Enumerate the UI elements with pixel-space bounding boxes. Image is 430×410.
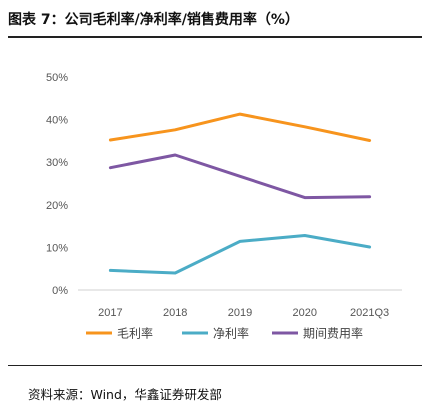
y-tick-label: 0% — [52, 285, 68, 297]
source-divider — [8, 365, 422, 366]
y-tick-label: 10% — [46, 242, 68, 254]
series-line-1 — [108, 112, 372, 142]
series-line-2 — [108, 234, 372, 275]
series-line-3 — [108, 153, 372, 200]
x-tick-label: 2017 — [98, 307, 122, 319]
y-tick-label: 30% — [46, 157, 68, 169]
x-tick-label: 2019 — [228, 307, 252, 319]
y-tick-label: 50% — [46, 72, 68, 84]
legend-label-2: 净利率 — [213, 326, 249, 341]
source-note: 资料来源：Wind，华鑫证券研发部 — [28, 387, 222, 402]
legend-label-3: 期间费用率 — [303, 326, 363, 341]
x-tick-label: 2018 — [163, 307, 187, 319]
y-tick-label: 40% — [46, 115, 68, 127]
chart-title: 图表 7：公司毛利率/净利率/销售费用率（%） — [8, 12, 299, 28]
x-tick-label: 2021Q3 — [350, 307, 389, 319]
x-tick-label: 2020 — [293, 307, 317, 319]
title-divider — [8, 36, 422, 38]
legend-label-1: 毛利率 — [117, 326, 153, 341]
y-tick-label: 20% — [46, 200, 68, 212]
